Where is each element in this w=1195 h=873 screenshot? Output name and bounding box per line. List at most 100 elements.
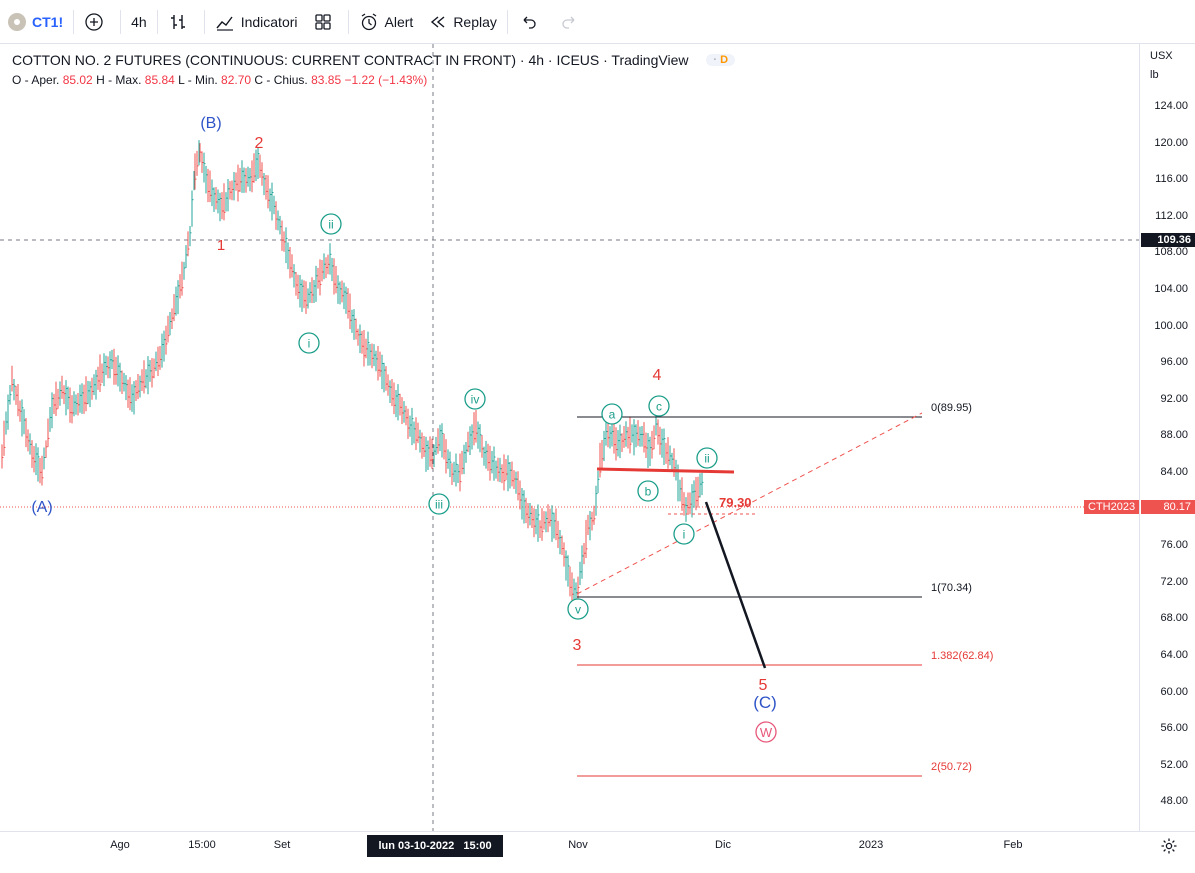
- time-tick: Feb: [1003, 839, 1023, 851]
- delay-badge-label: D: [720, 54, 729, 66]
- settings-button[interactable]: [1160, 837, 1178, 860]
- wave-b: (B): [200, 115, 221, 132]
- low-label: L - Min.: [178, 73, 218, 87]
- price-tick: 60.00: [1160, 685, 1188, 698]
- last-price-label: 80.17: [1141, 500, 1195, 514]
- projection-line: [704, 501, 767, 669]
- fib-label-1: 1(70.34): [931, 582, 972, 594]
- price-chart[interactable]: 0(89.95) 1(70.34) 1.382(62.84) 2(50.72) …: [0, 44, 1139, 831]
- symbol-button[interactable]: CT1!: [0, 0, 71, 43]
- replay-label: Replay: [453, 13, 497, 30]
- svg-text:iii: iii: [435, 498, 443, 512]
- crosshair-time-label: lun 03-10-2022 15:00: [367, 835, 503, 857]
- crosshair-price-label: 109.36: [1141, 233, 1195, 247]
- svg-text:i: i: [683, 528, 686, 542]
- open-value: 85.02: [62, 73, 93, 87]
- interval-label: 4h: [131, 13, 147, 30]
- alert-button[interactable]: Alert: [351, 0, 422, 43]
- time-axis[interactable]: Ago 15:00 Set Nov Dic 2023 Feb: [0, 831, 1195, 873]
- toolbar-divider: [506, 9, 508, 34]
- fib-label-1382: 1.382(62.84): [931, 650, 993, 662]
- price-tick: 84.00: [1160, 466, 1188, 478]
- gear-icon: [1160, 838, 1178, 859]
- replay-button[interactable]: Replay: [421, 0, 505, 43]
- price-tick: 48.00: [1160, 795, 1188, 808]
- price-tick: 56.00: [1160, 722, 1188, 735]
- svg-text:b: b: [645, 485, 652, 499]
- time-tick: 15:00: [188, 839, 216, 851]
- wave-1: 1: [217, 237, 225, 254]
- redo-button[interactable]: [552, 0, 594, 43]
- undo-button[interactable]: [510, 0, 552, 43]
- currency-label[interactable]: USX: [1150, 50, 1173, 62]
- svg-text:ii: ii: [704, 452, 709, 466]
- bar-chart-icon: [168, 12, 188, 32]
- chart-type-button[interactable]: [160, 0, 202, 43]
- contract-label: CTH2023: [1084, 500, 1140, 514]
- rewind-icon: [429, 13, 447, 31]
- redo-icon: [560, 12, 580, 32]
- svg-text:W: W: [760, 725, 773, 740]
- wave-a: (A): [31, 499, 52, 516]
- price-tick: 68.00: [1160, 612, 1188, 625]
- close-value: 83.85: [311, 73, 342, 87]
- wave-c: (C): [753, 693, 777, 712]
- price-tick: 88.00: [1160, 429, 1188, 442]
- high-value: 85.84: [144, 73, 175, 87]
- open-label: O - Aper.: [12, 73, 60, 87]
- wave-w: W: [755, 721, 777, 743]
- wave-2: 2: [255, 135, 264, 152]
- low-value: 82.70: [221, 73, 252, 87]
- wave-minor-iii: iii: [428, 493, 450, 515]
- close-label: C - Chius.: [254, 73, 308, 87]
- trend-line-dashed: [576, 412, 923, 595]
- toolbar-divider: [73, 9, 75, 34]
- svg-text:i: i: [308, 337, 311, 351]
- wave-4: 4: [653, 367, 662, 384]
- chart-legend: COTTON NO. 2 FUTURES (CONTINUOUS: CURREN…: [12, 52, 736, 68]
- level-label: 79.30: [719, 495, 752, 510]
- indicators-button[interactable]: Indicatori: [207, 0, 306, 43]
- high-label: H - Max.: [96, 73, 142, 87]
- time-tick: 2023: [858, 839, 884, 851]
- delay-badge[interactable]: · D: [706, 54, 736, 66]
- badge-dot-icon: ·: [713, 54, 718, 66]
- wave-minor-c: c: [648, 395, 670, 417]
- svg-text:a: a: [609, 408, 616, 422]
- price-tick: 64.00: [1160, 649, 1188, 661]
- time-tick: Nov: [568, 839, 588, 851]
- price-tick: 76.00: [1160, 539, 1188, 552]
- price-axis[interactable]: 124.00 120.00 116.00 112.00 108.00 104.00 100.…: [1139, 44, 1195, 831]
- toolbar-divider: [156, 9, 158, 34]
- symbol-label: CT1!: [32, 13, 64, 30]
- wave-minor-b: b: [637, 480, 659, 502]
- price-tick: 120.00: [1154, 136, 1188, 149]
- price-tick: 52.00: [1160, 758, 1188, 771]
- candles: [1, 140, 704, 607]
- unit-label[interactable]: lb: [1150, 69, 1159, 81]
- alarm-clock-icon: [359, 12, 379, 32]
- price-tick: 96.00: [1160, 356, 1188, 369]
- time-tick: Ago: [110, 839, 130, 851]
- plus-circle-icon: [84, 12, 104, 32]
- time-tick: Set: [273, 839, 291, 851]
- price-tick: 124.00: [1154, 100, 1188, 112]
- wave-minor-i-2: i: [673, 523, 695, 545]
- chart-title[interactable]: COTTON NO. 2 FUTURES (CONTINUOUS: CURREN…: [12, 52, 689, 68]
- change-value: −1.22 (−1.43%): [344, 73, 428, 87]
- layouts-button[interactable]: [306, 0, 346, 43]
- svg-text:ii: ii: [328, 218, 333, 232]
- wave-minor-ii-2: ii: [696, 447, 718, 469]
- toolbar-divider: [347, 9, 349, 34]
- undo-icon: [518, 12, 538, 32]
- ohlc-values: O - Aper. 85.02 H - Max. 85.84 L - Min. …: [12, 73, 427, 87]
- wave-5: 5: [759, 677, 768, 694]
- wave-minor-a: a: [601, 403, 623, 425]
- svg-text:v: v: [575, 603, 581, 617]
- compare-button[interactable]: [76, 0, 118, 43]
- time-tick: Dic: [715, 839, 731, 851]
- price-tick: 72.00: [1160, 575, 1188, 588]
- toolbar-divider: [203, 9, 205, 34]
- wave-minor-i: i: [298, 332, 320, 354]
- interval-button[interactable]: 4h: [123, 0, 155, 43]
